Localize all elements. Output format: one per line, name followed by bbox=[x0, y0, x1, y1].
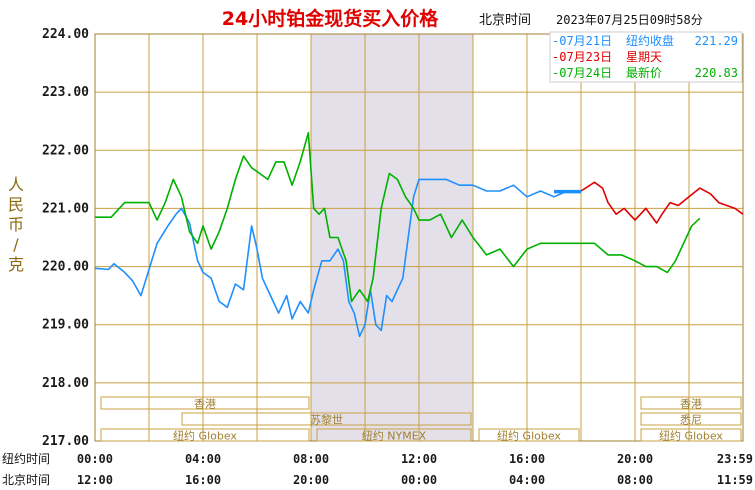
x-tick-bj: 16:00 bbox=[185, 473, 221, 487]
legend-label: 星期天 bbox=[626, 50, 662, 64]
x-tick-ny: 04:00 bbox=[185, 452, 221, 466]
y-tick-label: 220.00 bbox=[42, 260, 89, 275]
session-label: 纽约 Globex bbox=[659, 429, 723, 443]
x-tick-ny: 08:00 bbox=[293, 452, 329, 466]
session-box bbox=[100, 428, 310, 442]
y-tick-label: 217.00 bbox=[42, 434, 89, 449]
x-tick-bj: 08:00 bbox=[617, 473, 653, 487]
y-tick-label: 224.00 bbox=[42, 27, 89, 42]
x-tick-bj: 11:59 bbox=[717, 473, 753, 487]
legend-date: -07月21日 bbox=[552, 34, 612, 48]
chart-grid bbox=[94, 33, 744, 442]
y-axis-ticks: 217.00 218.00 219.00 220.00 221.00 222.00 223.… bbox=[42, 27, 89, 449]
session-box bbox=[640, 412, 742, 426]
session-box bbox=[640, 428, 742, 442]
series-line-1 bbox=[94, 178, 582, 338]
session-box bbox=[100, 396, 310, 410]
y-tick-label: 218.00 bbox=[42, 376, 89, 391]
row-label-bj: 北京时间 bbox=[2, 473, 50, 487]
legend-value: 221.29 bbox=[695, 34, 738, 48]
x-tick-ny: 00:00 bbox=[77, 452, 113, 466]
legend-date: -07月23日 bbox=[552, 50, 612, 64]
session-label: 纽约 NYMEX bbox=[362, 429, 427, 443]
series-line-2 bbox=[580, 181, 744, 224]
x-tick-ny: 16:00 bbox=[509, 452, 545, 466]
session-label: 香港 bbox=[194, 398, 216, 411]
x-axis-ticks: 00:00 12:00 04:00 16:00 08:00 20:00 12:00 00:00… bbox=[77, 452, 753, 487]
legend: -07月21日 纽约收盘 221.29 -07月23日 星期天 -07月24日 最新价 220… bbox=[549, 31, 743, 83]
session-box bbox=[478, 428, 580, 442]
session-label: 香港 bbox=[680, 398, 702, 411]
x-tick-bj: 00:00 bbox=[401, 473, 437, 487]
y-axis-label: 人民币/克 bbox=[8, 175, 24, 274]
session-box bbox=[181, 412, 472, 426]
x-tick-bj: 20:00 bbox=[293, 473, 329, 487]
y-tick-label: 223.00 bbox=[42, 85, 89, 100]
legend-date: -07月24日 bbox=[552, 66, 612, 80]
session-label: 苏黎世 bbox=[310, 413, 343, 427]
x-tick-bj: 04:00 bbox=[509, 473, 545, 487]
session-box bbox=[640, 396, 742, 410]
y-tick-label: 219.00 bbox=[42, 318, 89, 333]
session-label: 悉尼 bbox=[680, 414, 702, 427]
chart-title: 24小时铂金现货买入价格 bbox=[222, 7, 439, 30]
price-series bbox=[94, 132, 744, 338]
timestamp: 2023年07月25日09时58分 bbox=[556, 13, 703, 27]
legend-box bbox=[549, 31, 743, 83]
legend-value: 220.83 bbox=[695, 66, 738, 80]
legend-label: 最新价 bbox=[626, 65, 662, 80]
y-label-char: 民 bbox=[8, 195, 24, 214]
y-label-char: 克 bbox=[8, 255, 24, 274]
session-label: 纽约 Globex bbox=[497, 429, 561, 443]
x-tick-bj: 12:00 bbox=[77, 473, 113, 487]
x-tick-ny: 12:00 bbox=[401, 452, 437, 466]
session-label: 纽约 Globex bbox=[173, 429, 237, 443]
timezone-label: 北京时间 bbox=[479, 13, 531, 28]
y-tick-label: 222.00 bbox=[42, 143, 89, 158]
y-tick-label: 221.00 bbox=[42, 201, 89, 216]
y-label-char: 币 bbox=[8, 215, 24, 234]
x-tick-ny: 23:59 bbox=[717, 452, 753, 466]
x-tick-ny: 20:00 bbox=[617, 452, 653, 466]
row-label-ny: 纽约时间 bbox=[2, 451, 50, 466]
series-line-3 bbox=[95, 132, 701, 303]
session-box bbox=[316, 428, 472, 442]
y-label-char: / bbox=[13, 235, 19, 254]
y-label-char: 人 bbox=[8, 175, 24, 194]
legend-label: 纽约收盘 bbox=[626, 33, 674, 48]
